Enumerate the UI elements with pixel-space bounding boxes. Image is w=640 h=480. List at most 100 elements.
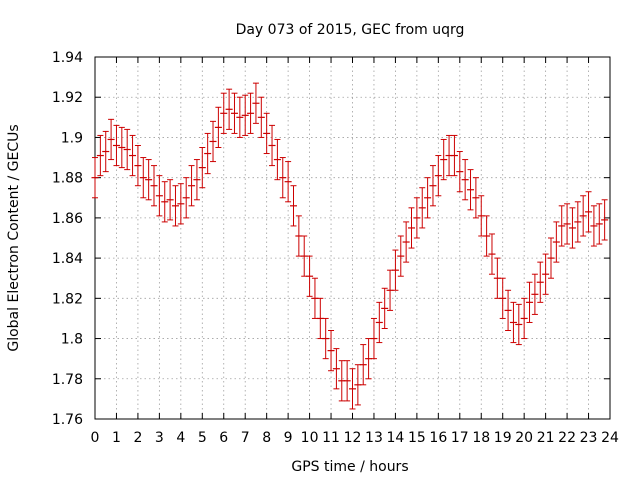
data-point — [150, 165, 158, 207]
chart-title: Day 073 of 2015, GEC from uqrg — [236, 22, 465, 38]
x-tick-label: 7 — [241, 430, 250, 446]
y-tick-label: 1.78 — [52, 372, 83, 388]
data-point — [198, 147, 206, 189]
data-point — [467, 169, 475, 211]
data-point — [461, 159, 469, 201]
x-tick-label: 21 — [537, 430, 555, 446]
x-tick-label: 18 — [472, 430, 490, 446]
x-tick-label: 20 — [515, 430, 533, 446]
data-point — [359, 344, 367, 386]
x-tick-label: 2 — [133, 430, 142, 446]
x-tick-label: 0 — [91, 430, 100, 446]
data-point — [391, 249, 399, 291]
data-point — [418, 187, 426, 229]
x-tick-label: 14 — [387, 430, 405, 446]
data-point — [542, 253, 550, 295]
y-tick-label: 1.86 — [52, 211, 83, 227]
data-point — [268, 124, 276, 167]
data-point — [531, 273, 539, 315]
data-point — [220, 92, 228, 134]
data-point — [193, 159, 201, 201]
data-point — [397, 235, 405, 277]
data-point — [204, 132, 212, 175]
data-point — [424, 177, 432, 219]
data-point — [601, 199, 609, 241]
data-point — [563, 203, 571, 245]
x-tick-label: 22 — [558, 430, 576, 446]
data-point — [343, 360, 351, 402]
data-point — [558, 205, 566, 247]
data-point — [456, 151, 464, 193]
y-tick-label: 1.92 — [52, 90, 83, 106]
data-point — [595, 203, 603, 245]
data-point — [504, 289, 512, 332]
data-point — [107, 118, 115, 161]
data-point — [327, 330, 335, 372]
data-point — [365, 338, 373, 380]
x-axis-ticks: 0 1 2 3 4 5 6 7 8 9 10 11 12 13 14 15 16 17 18 19 20 21 22 23 24 — [91, 57, 619, 446]
x-tick-label: 8 — [262, 430, 271, 446]
data-point — [295, 215, 303, 257]
x-tick-label: 12 — [344, 430, 362, 446]
data-point — [209, 120, 217, 163]
data-point — [472, 177, 480, 219]
data-point — [225, 88, 233, 130]
data-point — [440, 138, 448, 181]
data-point — [155, 175, 163, 217]
data-point — [579, 195, 587, 237]
data-point — [413, 197, 421, 239]
data-point — [483, 215, 491, 257]
x-tick-label: 1 — [112, 430, 121, 446]
data-point — [402, 221, 410, 263]
data-point — [574, 201, 582, 243]
x-tick-label: 11 — [322, 430, 340, 446]
data-point — [306, 255, 314, 297]
data-point — [182, 177, 190, 219]
data-point — [263, 112, 271, 155]
data-point — [526, 281, 534, 323]
data-point — [381, 287, 389, 329]
data-point — [139, 157, 147, 199]
x-tick-label: 15 — [408, 430, 426, 446]
data-point — [316, 297, 324, 340]
data-point — [547, 237, 555, 279]
data-point — [145, 159, 153, 201]
data-point — [370, 317, 378, 360]
x-axis-label: GPS time / hours — [291, 459, 408, 475]
data-point — [166, 179, 174, 221]
y-tick-label: 1.84 — [52, 251, 83, 267]
data-point — [375, 301, 383, 344]
data-point — [585, 191, 593, 233]
data-point — [488, 233, 496, 275]
data-point — [552, 221, 560, 263]
y-axis-label: Global Electron Content / GECUs — [6, 124, 22, 351]
data-point — [499, 277, 507, 319]
x-tick-label: 13 — [365, 430, 383, 446]
data-point — [257, 96, 265, 138]
data-point — [520, 297, 528, 340]
data-point — [129, 134, 137, 177]
data-point — [252, 82, 260, 124]
y-tick-label: 1.8 — [61, 332, 83, 348]
data-point — [332, 348, 340, 390]
x-tick-label: 3 — [155, 430, 164, 446]
data-point — [161, 181, 169, 223]
data-point — [493, 257, 501, 299]
x-tick-label: 10 — [301, 430, 319, 446]
y-tick-label: 1.94 — [52, 50, 83, 66]
x-tick-label: 5 — [198, 430, 207, 446]
data-point — [171, 185, 179, 227]
data-point — [289, 185, 297, 227]
data-point — [177, 183, 185, 225]
x-tick-label: 19 — [494, 430, 512, 446]
y-tick-label: 1.76 — [52, 412, 83, 428]
data-point — [214, 106, 222, 148]
data-point — [118, 126, 126, 169]
data-point — [429, 165, 437, 207]
data-point — [230, 92, 238, 134]
data-point — [450, 134, 458, 177]
data-point — [236, 96, 244, 138]
data-point — [284, 161, 292, 203]
data-point — [91, 157, 99, 199]
